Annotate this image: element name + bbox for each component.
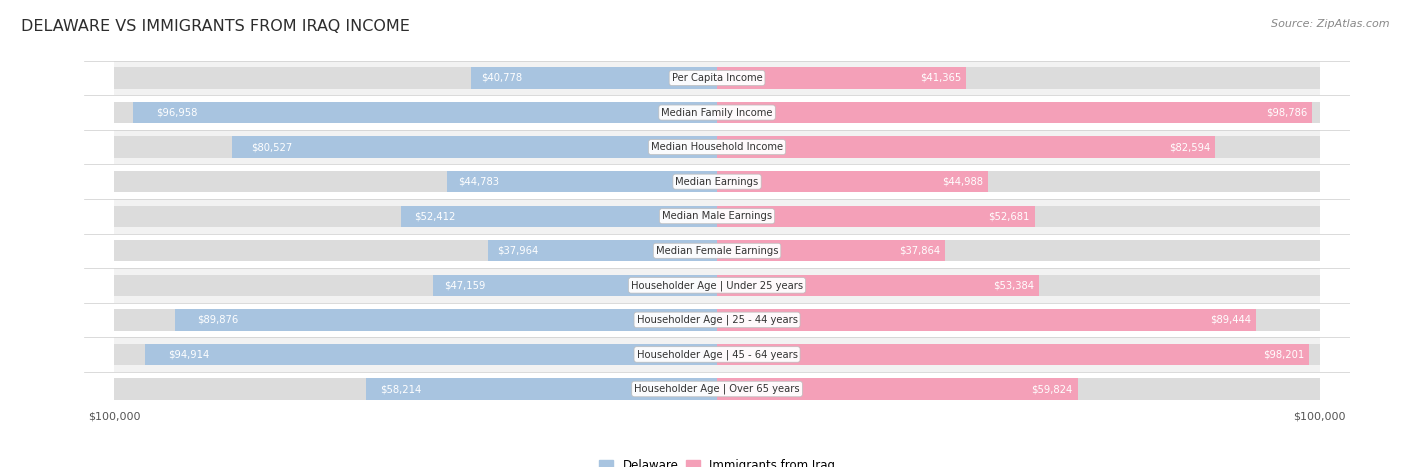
Bar	[114, 95, 1320, 130]
Text: $82,594: $82,594	[1168, 142, 1211, 152]
Text: $47,159: $47,159	[444, 280, 485, 290]
Bar	[114, 234, 1320, 268]
Text: $98,201: $98,201	[1263, 349, 1303, 360]
Text: Householder Age | 45 - 64 years: Householder Age | 45 - 64 years	[637, 349, 797, 360]
Bar	[717, 240, 945, 262]
Bar	[114, 378, 717, 400]
Text: $94,914: $94,914	[167, 349, 209, 360]
Bar	[132, 102, 717, 123]
Text: $80,527: $80,527	[252, 142, 292, 152]
Bar	[401, 205, 717, 227]
Bar	[176, 309, 717, 331]
Text: $89,444: $89,444	[1211, 315, 1251, 325]
Bar	[145, 344, 717, 365]
Bar	[717, 240, 1320, 262]
Bar	[717, 309, 1256, 331]
Text: $44,988: $44,988	[942, 177, 983, 187]
Bar	[114, 268, 1320, 303]
Bar	[717, 344, 1309, 365]
Bar	[114, 275, 717, 296]
Text: Median Household Income: Median Household Income	[651, 142, 783, 152]
Bar	[114, 337, 1320, 372]
Bar	[717, 136, 1215, 158]
Text: Source: ZipAtlas.com: Source: ZipAtlas.com	[1271, 19, 1389, 28]
Bar	[717, 378, 1320, 400]
Bar	[717, 205, 1035, 227]
Text: $58,214: $58,214	[380, 384, 422, 394]
Bar	[232, 136, 717, 158]
Text: $37,864: $37,864	[900, 246, 941, 256]
Bar	[717, 309, 1320, 331]
Text: $53,384: $53,384	[993, 280, 1033, 290]
Text: $96,958: $96,958	[156, 107, 198, 118]
Bar	[717, 67, 966, 89]
Text: Median Female Earnings: Median Female Earnings	[655, 246, 779, 256]
Bar	[717, 344, 1320, 365]
Bar	[114, 372, 1320, 406]
Text: $41,365: $41,365	[921, 73, 962, 83]
Bar	[717, 102, 1312, 123]
Bar	[717, 102, 1320, 123]
Bar	[717, 205, 1320, 227]
Text: Householder Age | Under 25 years: Householder Age | Under 25 years	[631, 280, 803, 290]
Bar	[717, 378, 1077, 400]
Text: $98,786: $98,786	[1267, 107, 1308, 118]
Text: Median Family Income: Median Family Income	[661, 107, 773, 118]
Text: $44,783: $44,783	[458, 177, 499, 187]
Bar	[114, 309, 717, 331]
Bar	[114, 136, 717, 158]
Bar	[114, 199, 1320, 234]
Bar	[488, 240, 717, 262]
Bar	[717, 136, 1320, 158]
Bar	[717, 275, 1320, 296]
Bar	[114, 344, 717, 365]
Text: $40,778: $40,778	[481, 73, 522, 83]
Bar	[114, 205, 717, 227]
Bar	[717, 171, 1320, 192]
Bar	[114, 102, 717, 123]
Text: $89,876: $89,876	[197, 315, 239, 325]
Text: Median Male Earnings: Median Male Earnings	[662, 211, 772, 221]
Bar	[114, 171, 717, 192]
Bar	[717, 67, 1320, 89]
Bar	[717, 171, 988, 192]
Bar	[471, 67, 717, 89]
Text: $37,964: $37,964	[498, 246, 538, 256]
Bar	[114, 164, 1320, 199]
Text: Householder Age | 25 - 44 years: Householder Age | 25 - 44 years	[637, 315, 797, 325]
Bar	[433, 275, 717, 296]
Bar	[114, 303, 1320, 337]
Text: Median Earnings: Median Earnings	[675, 177, 759, 187]
Text: Per Capita Income: Per Capita Income	[672, 73, 762, 83]
Bar	[367, 378, 717, 400]
Bar	[114, 130, 1320, 164]
Text: Householder Age | Over 65 years: Householder Age | Over 65 years	[634, 384, 800, 394]
Bar	[717, 275, 1039, 296]
Text: $52,412: $52,412	[413, 211, 456, 221]
Legend: Delaware, Immigrants from Iraq: Delaware, Immigrants from Iraq	[595, 454, 839, 467]
Bar	[114, 61, 1320, 95]
Bar	[114, 240, 717, 262]
Text: $52,681: $52,681	[988, 211, 1029, 221]
Bar	[114, 67, 717, 89]
Bar	[447, 171, 717, 192]
Text: $59,824: $59,824	[1032, 384, 1073, 394]
Text: DELAWARE VS IMMIGRANTS FROM IRAQ INCOME: DELAWARE VS IMMIGRANTS FROM IRAQ INCOME	[21, 19, 411, 34]
